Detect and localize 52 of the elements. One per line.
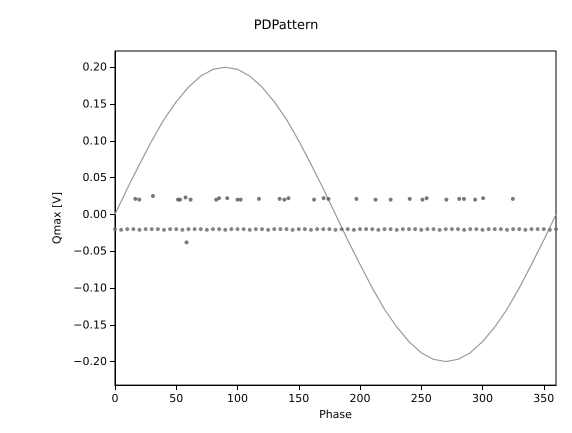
y-tick-label: −0.20 — [73, 355, 107, 368]
point — [137, 198, 142, 202]
point — [374, 198, 378, 202]
point — [388, 198, 393, 202]
point — [424, 196, 429, 200]
point — [462, 196, 466, 201]
point — [225, 196, 230, 200]
point — [282, 198, 286, 202]
point — [184, 195, 188, 200]
x-tick-label: 300 — [472, 392, 493, 406]
x-tick-label: 350 — [533, 392, 554, 406]
y-tick-label: 0.05 — [82, 171, 107, 184]
y-tick-label: −0.10 — [73, 281, 107, 294]
point — [457, 196, 462, 201]
point — [354, 196, 358, 201]
point — [278, 196, 282, 201]
y-tick-label: 0.15 — [82, 97, 107, 110]
point — [188, 198, 193, 202]
point — [322, 196, 326, 200]
y-axis-title: Qmax [V] — [50, 192, 64, 244]
x-tick-label: 100 — [227, 392, 248, 406]
x-axis-title: Phase — [319, 408, 352, 421]
point — [256, 196, 261, 201]
y-tick-label: 0.00 — [82, 208, 107, 221]
y-tick-label: −0.15 — [73, 318, 107, 332]
point — [217, 196, 222, 200]
point — [178, 198, 182, 202]
y-tick-label: 0.20 — [82, 60, 107, 74]
point — [420, 198, 424, 202]
point — [238, 198, 243, 202]
point — [150, 194, 155, 198]
chart-title: PDPattern — [254, 18, 318, 33]
point — [510, 196, 515, 201]
point — [214, 198, 218, 202]
x-tick-label: 200 — [350, 392, 370, 406]
y-tick-label: −0.05 — [73, 244, 107, 258]
point — [184, 240, 189, 244]
point — [473, 198, 478, 202]
x-tick-label: 250 — [410, 392, 432, 406]
point — [481, 196, 486, 200]
point — [286, 196, 290, 200]
point — [408, 196, 412, 201]
line-series — [114, 66, 557, 362]
point — [312, 198, 316, 202]
point — [133, 196, 138, 201]
point — [236, 198, 240, 202]
x-tick-label: 150 — [288, 392, 310, 406]
point — [444, 198, 448, 202]
y-tick-label: 0.10 — [82, 134, 107, 148]
x-tick-label: 0 — [112, 392, 118, 406]
x-tick-label: 50 — [169, 392, 184, 406]
point — [326, 196, 330, 201]
